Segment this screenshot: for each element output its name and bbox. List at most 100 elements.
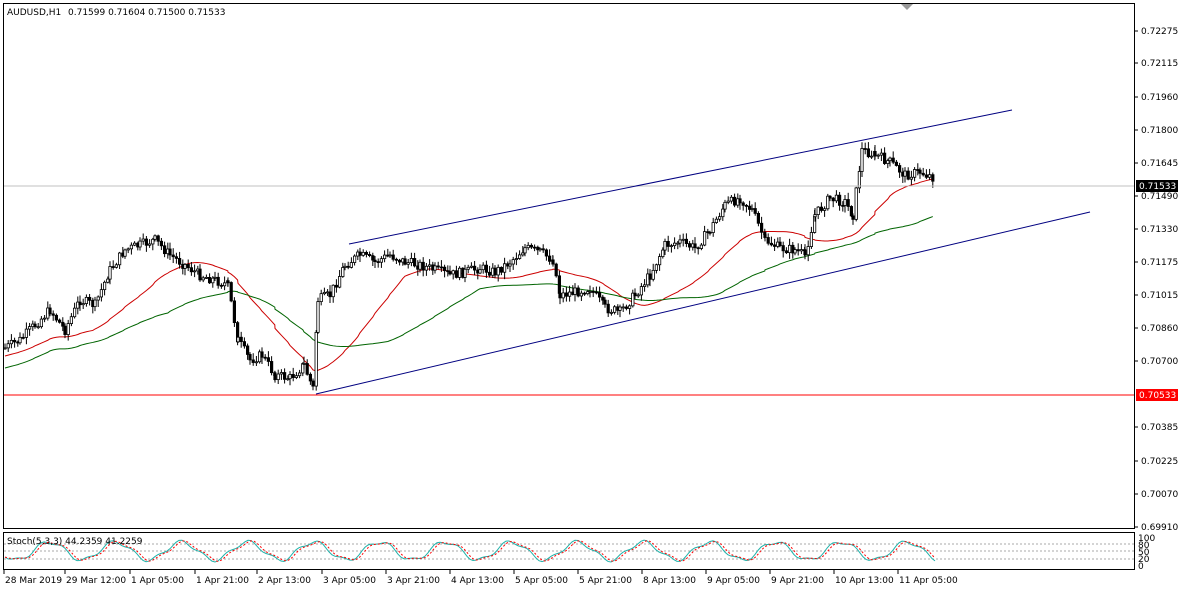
candle-bear (831, 197, 835, 202)
candle-bull (192, 270, 197, 273)
chart-shift-marker[interactable] (901, 4, 913, 10)
candle-bear (748, 205, 752, 210)
candle-bear (376, 261, 380, 264)
channel-lower-line[interactable] (315, 211, 1091, 395)
candle-bear (633, 292, 637, 297)
candle-bull (114, 264, 118, 268)
candle-bear (666, 241, 670, 247)
level-price-text: 0.70533 (1139, 391, 1176, 401)
stoch-scale-80: 80 (1138, 541, 1150, 551)
candle-bear (48, 307, 52, 315)
candle-bear (364, 251, 369, 255)
candle-bull (126, 248, 130, 251)
time-tick-label: 29 Mar 12:00 (66, 576, 126, 586)
stoch-label: Stoch(5,3,3) 44.2359 41.2259 (7, 537, 143, 547)
time-tick-label: 9 Apr 21:00 (771, 576, 824, 586)
candle-bull (481, 264, 485, 271)
candle-bear (391, 254, 395, 260)
candle-bear (472, 265, 477, 271)
candle-bear (248, 354, 252, 361)
time-tick-label: 1 Apr 05:00 (131, 576, 184, 586)
main-chart-frame[interactable] (3, 3, 1135, 529)
candle-bear (766, 237, 770, 244)
candle-bull (573, 287, 577, 295)
candle-bear (796, 249, 800, 252)
candle-bear (753, 208, 757, 214)
candle-bear (931, 174, 935, 182)
candle-bull (138, 240, 142, 248)
candle-bull (568, 291, 572, 297)
candle-bear (282, 372, 287, 380)
candle-bear (198, 268, 202, 281)
candle-bull (9, 339, 13, 345)
candle-bear (311, 380, 315, 387)
candle-bull (361, 251, 365, 256)
candle-bull (678, 239, 682, 244)
price-tick-label: 0.71175 (1141, 258, 1178, 268)
candle-bull (886, 160, 890, 164)
price-tick-label: 0.70070 (1141, 490, 1178, 500)
candle-bear (305, 363, 309, 375)
price-tick-label: 0.70860 (1141, 324, 1178, 334)
ma-slow-line (4, 216, 933, 369)
candle-bear (696, 247, 700, 250)
candle-bull (661, 249, 665, 257)
price-tick-label: 0.72275 (1141, 27, 1178, 37)
candle-bull (809, 232, 814, 247)
candle-bull (288, 374, 292, 380)
candle-bear (159, 240, 163, 247)
price-tick-label: 0.71800 (1141, 126, 1178, 136)
candle-bull (888, 157, 892, 162)
candle-bull (151, 238, 155, 245)
candle-bear (58, 319, 62, 323)
candle-bull (451, 270, 455, 275)
candle-bull (621, 306, 625, 309)
candle-bull (860, 148, 864, 172)
candle-bear (239, 336, 243, 343)
time-tick-label: 28 Mar 2019 (5, 576, 62, 586)
time-tick-label: 3 Apr 05:00 (323, 576, 376, 586)
candle-bear (741, 202, 745, 206)
candle-bull (799, 249, 804, 252)
candle-bull (322, 291, 327, 295)
candle-bull (658, 256, 662, 266)
candle-bear (162, 245, 167, 255)
price-tick-label: 0.71960 (1141, 93, 1178, 103)
candle-bear (88, 296, 92, 301)
candle-bull (341, 267, 345, 277)
candle-bull (628, 305, 632, 309)
candle-bull (538, 248, 542, 251)
candle-bull (302, 363, 306, 365)
candle-bull (843, 199, 847, 206)
candle-bull (654, 264, 659, 271)
candle-bear (487, 271, 492, 276)
candle-bear (421, 261, 425, 271)
candle-bear (846, 199, 850, 207)
candle-bull (676, 242, 680, 245)
stoch-scale-0: 0 (1138, 562, 1144, 572)
candle-bear (918, 169, 922, 174)
candle-bear (544, 249, 549, 257)
candle-bull (681, 238, 685, 241)
price-axis-ticks: 0.72275 0.72115 0.71960 0.71800 0.71645 0.714… (1134, 27, 1178, 533)
candle-bull (703, 231, 707, 246)
candle-bear (624, 306, 629, 309)
candle-bear (260, 351, 264, 358)
channel-upper-line[interactable] (348, 109, 1013, 245)
candle-bull (523, 247, 527, 254)
candle-bear (439, 266, 444, 269)
candle-bear (769, 242, 774, 246)
candle-bear (156, 235, 160, 242)
candle-bull (714, 218, 719, 223)
candle-bull (750, 208, 754, 210)
candle-bull (502, 263, 507, 273)
candle-bear (219, 284, 223, 287)
candle-bear (778, 241, 782, 246)
candle-bear (436, 265, 440, 268)
candle-bull (879, 152, 884, 156)
candle-bull (508, 263, 512, 267)
candle-bear (144, 238, 148, 246)
candle-bull (132, 242, 137, 246)
candle-bear (924, 174, 929, 178)
